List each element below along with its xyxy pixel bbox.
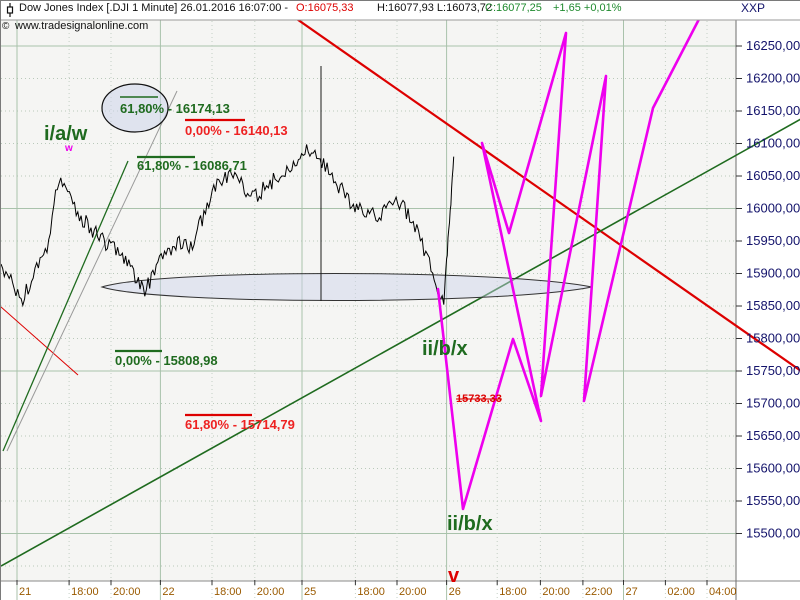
svg-text:16150,00: 16150,00 [746,103,800,118]
svg-text:XXP: XXP [741,1,765,15]
svg-text:22: 22 [162,586,174,598]
svg-text:0,00% - 16140,13: 0,00% - 16140,13 [185,123,288,138]
svg-text:20:00: 20:00 [542,586,570,598]
svg-text:18:00: 18:00 [214,586,242,598]
svg-text:20:00: 20:00 [113,586,141,598]
svg-text:15500,00: 15500,00 [746,526,800,541]
svg-text:20:00: 20:00 [399,586,427,598]
svg-text:61,80% - 16174,13: 61,80% - 16174,13 [120,101,230,116]
svg-text:C:16077,25: C:16077,25 [485,2,542,14]
svg-text:15900,00: 15900,00 [746,266,800,281]
svg-text:15850,00: 15850,00 [746,298,800,313]
svg-text:02:00: 02:00 [667,586,695,598]
svg-text:+1,65 +0,01%: +1,65 +0,01% [553,2,622,14]
svg-text:18:00: 18:00 [357,586,385,598]
svg-text:15950,00: 15950,00 [746,233,800,248]
svg-text:18:00: 18:00 [71,586,99,598]
svg-text:16000,00: 16000,00 [746,201,800,216]
svg-text:15600,00: 15600,00 [746,461,800,476]
svg-text:18:00: 18:00 [499,586,527,598]
svg-text:v: v [448,565,460,587]
svg-text:Dow Jones Index [.DJI 1 Minut: Dow Jones Index [.DJI 1 Minute] 26.01.20… [19,2,288,14]
svg-text:15650,00: 15650,00 [746,428,800,443]
svg-text:i/a/w: i/a/w [44,123,88,145]
svg-text:16250,00: 16250,00 [746,38,800,53]
svg-text:22:00: 22:00 [585,586,613,598]
svg-text:0,00% - 15808,98: 0,00% - 15808,98 [115,353,218,368]
svg-text:21: 21 [19,586,31,598]
svg-text:15800,00: 15800,00 [746,331,800,346]
svg-text:15750,00: 15750,00 [746,363,800,378]
svg-text:61,80% - 16086,71: 61,80% - 16086,71 [137,158,247,173]
svg-text:04:00: 04:00 [709,586,737,598]
svg-text:16050,00: 16050,00 [746,168,800,183]
svg-text:16200,00: 16200,00 [746,71,800,86]
svg-text:61,80% - 15714,79: 61,80% - 15714,79 [185,417,295,432]
svg-text:©: © [2,21,10,32]
svg-text:15733,33: 15733,33 [456,393,502,405]
svg-text:ii/b/x: ii/b/x [447,513,493,535]
svg-text:O:16075,33: O:16075,33 [296,2,354,14]
svg-text:27: 27 [626,586,638,598]
svg-text:ii/b/x: ii/b/x [422,338,468,360]
svg-text:16100,00: 16100,00 [746,136,800,151]
svg-text:25: 25 [304,586,316,598]
svg-text:26: 26 [449,586,461,598]
svg-text:H:16077,93 L:16073,72: H:16077,93 L:16073,72 [377,2,492,14]
svg-text:15550,00: 15550,00 [746,493,800,508]
svg-text:www.tradesignalonline.com: www.tradesignalonline.com [14,20,148,32]
svg-text:w: w [64,143,73,154]
svg-text:20:00: 20:00 [257,586,285,598]
svg-text:15700,00: 15700,00 [746,396,800,411]
